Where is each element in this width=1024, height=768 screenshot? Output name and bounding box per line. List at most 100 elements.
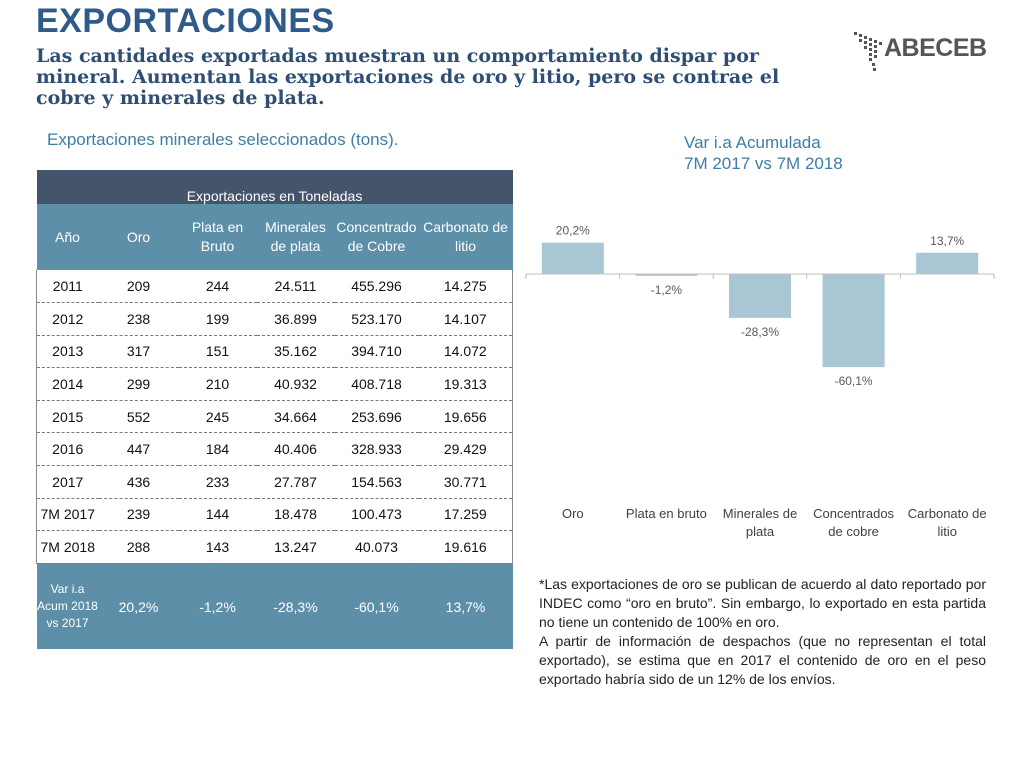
table-group-header: Exportaciones en Toneladas <box>36 170 513 204</box>
exports-table: Exportaciones en Toneladas Año Oro Plata… <box>36 170 514 650</box>
table-row: 2013 317 151 35.162 394.710 14.072 <box>36 335 514 369</box>
table-cell: 244 <box>178 270 257 304</box>
bar <box>916 252 979 274</box>
table-cell: 35.162 <box>256 335 335 369</box>
row-label-cell: 2014 <box>36 367 99 401</box>
variation-cell: 13,7% <box>418 563 513 650</box>
table-cell: 210 <box>178 367 257 401</box>
table-cell: 40.073 <box>334 530 419 564</box>
column-header: Plata en Bruto <box>178 204 257 270</box>
page-title: EXPORTACIONES <box>36 2 335 40</box>
table-cell: 317 <box>98 335 179 369</box>
data-label: 13,7% <box>930 234 964 248</box>
table-cell: 239 <box>98 498 179 532</box>
variation-cell: -60,1% <box>334 563 419 650</box>
data-label: 20,2% <box>556 224 590 238</box>
table-cell: 209 <box>98 270 179 304</box>
row-label-cell: 7M 2017 <box>36 498 99 532</box>
table-cell: 18.478 <box>256 498 335 532</box>
abeceb-logo: ABECEB <box>852 30 992 74</box>
variation-cell: -28,3% <box>256 563 335 650</box>
column-header: Carbonato de litio <box>418 204 513 270</box>
table-caption: Exportaciones minerales seleccionados (t… <box>47 130 399 149</box>
table-row: 2015 552 245 34.664 253.696 19.656 <box>36 400 514 434</box>
table-cell: 144 <box>178 498 257 532</box>
table-cell: 30.771 <box>418 465 514 499</box>
table-cell: 143 <box>178 530 257 564</box>
table-cell: 328.933 <box>334 432 419 467</box>
table-cell: 13.247 <box>256 530 335 564</box>
variation-cell: 20,2% <box>98 563 179 650</box>
table-cell: 151 <box>178 335 257 369</box>
table-row: 7M 2017 239 144 18.478 100.473 17.259 <box>36 498 514 532</box>
table-cell: 253.696 <box>334 400 419 434</box>
table-cell: 24.511 <box>256 270 335 304</box>
table-cell: 523.170 <box>334 302 419 336</box>
variation-bar-chart: 20,2% Oro -1,2% Plata en bruto -28,3% Mineral… <box>525 224 995 539</box>
row-label-cell: 2013 <box>36 335 99 369</box>
table-cell: 288 <box>98 530 179 564</box>
table-cell: 19.616 <box>418 530 514 564</box>
table-cell: 447 <box>98 432 179 467</box>
table-cell: 17.259 <box>418 498 514 532</box>
table-cell: 455.296 <box>334 270 419 304</box>
table-row: 2016 447 184 40.406 328.933 29.429 <box>36 432 514 467</box>
table-cell: 14.072 <box>418 335 514 369</box>
table-cell: 40.932 <box>256 367 335 401</box>
category-label: Oro <box>562 506 584 521</box>
table-cell: 299 <box>98 367 179 401</box>
footnote-paragraph-1: *Las exportaciones de oro se publican de… <box>539 576 986 630</box>
table-cell: 199 <box>178 302 257 336</box>
table-cell: 154.563 <box>334 465 419 499</box>
table-cell: 36.899 <box>256 302 335 336</box>
row-label-cell: 2015 <box>36 400 99 434</box>
row-label-cell: 2016 <box>36 432 99 467</box>
table-cell: 408.718 <box>334 367 419 401</box>
variation-cell: -1,2% <box>178 563 257 650</box>
data-label: -28,3% <box>741 325 779 339</box>
category-label: Carbonato de litio <box>908 506 987 539</box>
category-label: Minerales de plata <box>723 506 797 539</box>
row-label-cell: 2017 <box>36 465 99 499</box>
table-cell: 100.473 <box>334 498 419 532</box>
table-cell: 27.787 <box>256 465 335 499</box>
table-cell: 19.656 <box>418 400 514 434</box>
table-row: 2014 299 210 40.932 408.718 19.313 <box>36 367 514 401</box>
column-header: Concentrado de Cobre <box>334 204 419 270</box>
table-cell: 238 <box>98 302 179 336</box>
data-label: -60,1% <box>835 374 873 388</box>
table-cell: 184 <box>178 432 257 467</box>
table-cell: 34.664 <box>256 400 335 434</box>
bar <box>822 274 885 368</box>
chart-title-line2: 7M 2017 vs 7M 2018 <box>684 154 843 173</box>
column-header: Año <box>36 204 99 270</box>
table-cell: 233 <box>178 465 257 499</box>
table-cell: 29.429 <box>418 432 514 467</box>
row-label-cell: 7M 2018 <box>36 530 99 564</box>
chart-title-line1: Var i.a Acumulada <box>684 133 821 152</box>
map-dots-icon <box>854 32 882 71</box>
table-cell: 394.710 <box>334 335 419 369</box>
footnote: *Las exportaciones de oro se publican de… <box>539 575 986 689</box>
table-row: 7M 2018 288 143 13.247 40.073 19.616 <box>36 530 514 564</box>
row-label-cell: 2011 <box>36 270 99 304</box>
table-cell: 14.107 <box>418 302 514 336</box>
column-header: Oro <box>98 204 179 270</box>
table-cell: 14.275 <box>418 270 514 304</box>
table-cell: 19.313 <box>418 367 514 401</box>
row-label-cell: 2012 <box>36 302 99 336</box>
table-row: 2011 209 244 24.511 455.296 14.275 <box>36 270 514 304</box>
category-label: Concentrados de cobre <box>813 506 894 539</box>
table-row: 2012 238 199 36.899 523.170 14.107 <box>36 302 514 336</box>
chart-title: Var i.a Acumulada 7M 2017 vs 7M 2018 <box>684 132 843 174</box>
table-row: 2017 436 233 27.787 154.563 30.771 <box>36 465 514 499</box>
table-cell: 436 <box>98 465 179 499</box>
variation-row: Var i.a Acum 2018 vs 2017 20,2% -1,2% -28,3… <box>36 563 513 650</box>
column-header: Minerales de plata <box>256 204 335 270</box>
page-subtitle: Las cantidades exportadas muestran un co… <box>36 45 780 109</box>
data-label: -1,2% <box>651 283 683 297</box>
table-cell: 552 <box>98 400 179 434</box>
logo-text: ABECEB <box>884 34 987 62</box>
category-label: Plata en bruto <box>626 506 707 521</box>
bar <box>541 242 604 274</box>
